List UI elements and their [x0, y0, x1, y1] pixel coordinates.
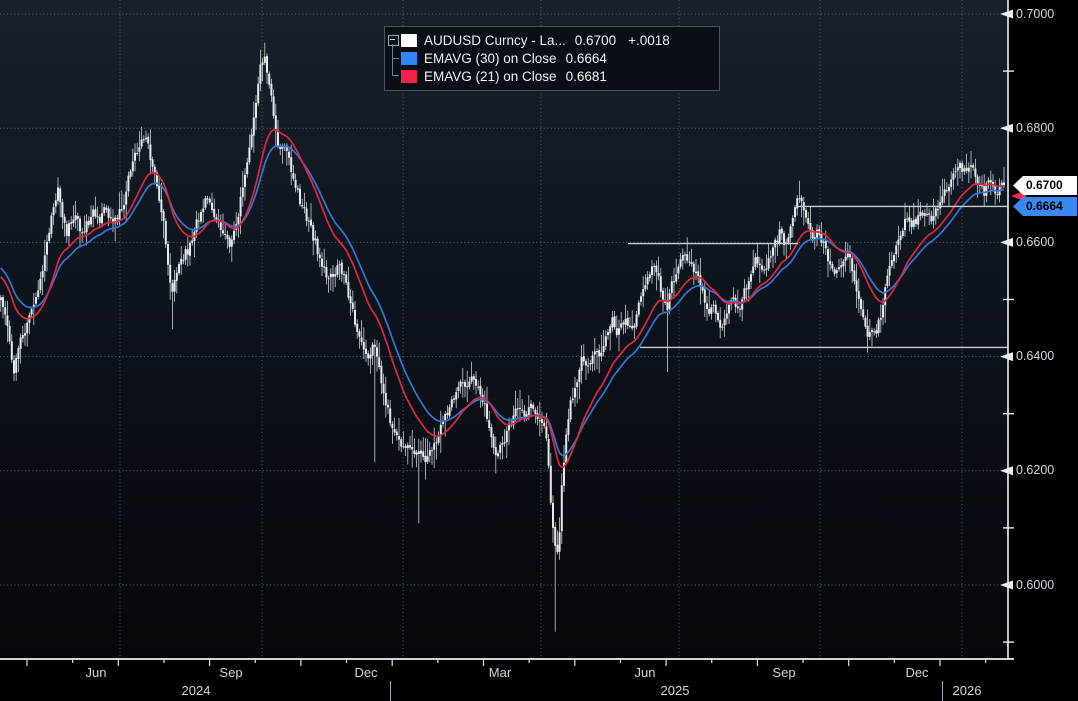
x-axis-month-label: Dec — [905, 665, 929, 680]
plot-area[interactable] — [0, 0, 1008, 659]
year-separator — [390, 681, 391, 701]
x-axis-year-label: 2026 — [952, 683, 982, 698]
ema30-label: EMAVG (30) on Close — [424, 50, 557, 66]
horizontal-level-lines[interactable] — [628, 205, 1008, 349]
x-axis-year-label: 2024 — [181, 683, 211, 698]
ema30-swatch — [401, 51, 417, 65]
legend-row-ema21[interactable]: EMAVG (21) on Close 0.6681 — [401, 67, 670, 85]
y-tick-arrow — [1000, 123, 1013, 133]
y-axis-label: 0.6800 — [1016, 120, 1055, 135]
y-tick-arrow — [1000, 237, 1013, 247]
x-axis-month-label: Sep — [772, 665, 796, 680]
axes — [0, 0, 1014, 666]
y-axis-label: 0.6200 — [1016, 463, 1055, 478]
price-last-value: 0.6700 — [574, 32, 617, 48]
y-axis-label: 0.6000 — [1016, 577, 1055, 592]
y-tick-arrow — [1000, 580, 1013, 590]
y-tick-arrow — [1000, 352, 1013, 362]
ema21-line[interactable] — [0, 128, 1004, 469]
x-axis-month-label: Sep — [219, 665, 243, 680]
ema30-value: 0.6664 — [565, 50, 607, 66]
ema-lines — [0, 128, 1005, 469]
y-axis-label: 0.6600 — [1016, 234, 1055, 249]
price-series-swatch — [401, 33, 417, 47]
legend-row-price[interactable]: AUDUSD Curncy - La... 0.6700 +.0018 — [401, 31, 670, 49]
legend-collapse-icon[interactable] — [388, 35, 399, 46]
y-axis-label: 0.7000 — [1016, 6, 1055, 21]
ema21-label: EMAVG (21) on Close — [424, 68, 557, 84]
x-axis-month-label: Jun — [85, 665, 107, 680]
x-axis-year-label: 2025 — [660, 683, 690, 698]
x-axis-month-label: Jun — [634, 665, 656, 680]
y-tick-arrow — [1000, 9, 1013, 19]
y-axis-label: 0.6400 — [1016, 349, 1055, 364]
year-separator — [942, 681, 943, 701]
price-change-value: +.0018 — [628, 32, 670, 48]
x-axis-month-label: Dec — [354, 665, 378, 680]
last-price-axis-chip: 0.6700 — [1013, 176, 1077, 195]
price-series-label: AUDUSD Curncy - La... — [424, 32, 566, 48]
legend-tree — [388, 35, 402, 81]
chart-legend[interactable]: AUDUSD Curncy - La... 0.6700 +.0018 EMAV… — [384, 26, 720, 91]
ema30-axis-chip: 0.6664 — [1013, 197, 1077, 216]
legend-row-ema30[interactable]: EMAVG (30) on Close 0.6664 — [401, 49, 670, 67]
ema21-value: 0.6681 — [565, 68, 607, 84]
x-axis-month-label: Mar — [488, 665, 512, 680]
ema21-swatch — [401, 69, 417, 83]
y-tick-arrow — [1000, 466, 1013, 476]
